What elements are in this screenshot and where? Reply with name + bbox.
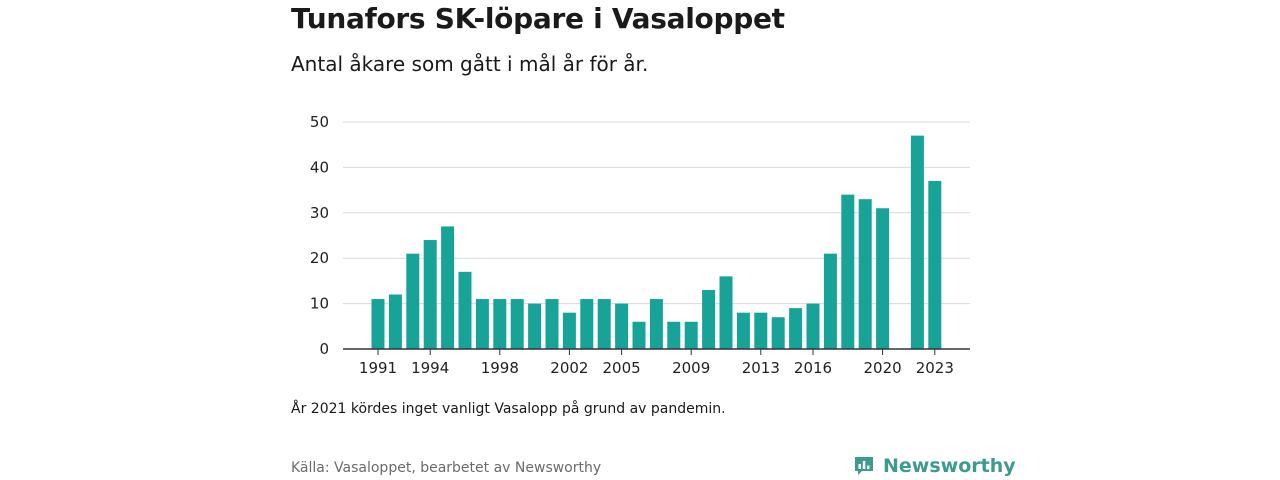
bar-1995 — [441, 226, 455, 349]
footnote: År 2021 kördes inget vanligt Vasalopp på… — [291, 401, 726, 417]
chart-title: Tunafors SK-löpare i Vasaloppet — [291, 2, 785, 35]
bar-1999 — [510, 299, 524, 349]
bar-1993 — [406, 253, 420, 349]
bar-2008 — [667, 321, 681, 349]
chart-subtitle: Antal åkare som gått i mål år för år. — [291, 52, 649, 76]
x-tick-label: 1998 — [481, 359, 519, 377]
bar-1992 — [388, 294, 402, 349]
bar-2011 — [719, 276, 733, 349]
x-tick-label: 1991 — [359, 359, 397, 377]
y-tick-label: 50 — [310, 113, 329, 131]
source-text: Källa: Vasaloppet, bearbetet av Newswort… — [291, 460, 602, 476]
bar-2015 — [789, 308, 803, 349]
y-tick-label: 0 — [319, 340, 329, 358]
x-tick-label: 2013 — [742, 359, 780, 377]
bar-1997 — [475, 299, 489, 349]
y-axis-ticks: 0 10 20 30 40 50 — [310, 113, 329, 358]
bar-1994 — [423, 240, 437, 349]
bar-2000 — [528, 303, 542, 349]
y-tick-label: 20 — [310, 249, 329, 267]
bars — [371, 135, 942, 349]
bar-2001 — [545, 299, 559, 349]
newsworthy-logo[interactable]: Newsworthy — [853, 452, 1016, 480]
bar-2013 — [754, 312, 768, 349]
gridlines — [343, 121, 970, 305]
bar-2012 — [736, 312, 750, 349]
x-axis-ticks: 1991 1994 1998 2002 2005 2009 2013 2016 2020 2023 — [359, 349, 954, 377]
x-tick-label: 2023 — [916, 359, 954, 377]
bar-2010 — [702, 289, 716, 349]
bar-2014 — [771, 317, 785, 349]
bar-1996 — [458, 271, 472, 349]
bar-2003 — [580, 299, 594, 349]
bar-2005 — [615, 303, 629, 349]
x-tick-label: 2009 — [672, 359, 710, 377]
bar-2009 — [684, 321, 698, 349]
x-tick-label: 2016 — [794, 359, 832, 377]
bar-2022 — [910, 135, 924, 349]
y-tick-label: 40 — [310, 158, 329, 176]
bar-2017 — [823, 253, 837, 349]
bar-2002 — [562, 312, 576, 349]
logo-text: Newsworthy — [883, 455, 1016, 477]
bar-2020 — [876, 208, 890, 349]
bar-1991 — [371, 299, 385, 349]
x-tick-label: 2002 — [550, 359, 588, 377]
bar-2018 — [841, 194, 855, 349]
bar-2016 — [806, 303, 820, 349]
y-tick-label: 10 — [310, 295, 329, 313]
y-tick-label: 30 — [310, 204, 329, 222]
bar-2007 — [649, 299, 663, 349]
bar-2004 — [597, 299, 611, 349]
newsworthy-logo-icon — [855, 457, 873, 475]
bar-2019 — [858, 199, 872, 349]
x-tick-label: 2005 — [603, 359, 641, 377]
bar-2023 — [928, 181, 942, 349]
x-tick-label: 1994 — [411, 359, 449, 377]
bar-2006 — [632, 321, 646, 349]
x-tick-label: 2020 — [864, 359, 902, 377]
bar-1998 — [493, 299, 507, 349]
bar-chart: 0 10 20 30 40 50 1991 1994 1998 2002 2005 2009 2013… — [310, 113, 970, 377]
